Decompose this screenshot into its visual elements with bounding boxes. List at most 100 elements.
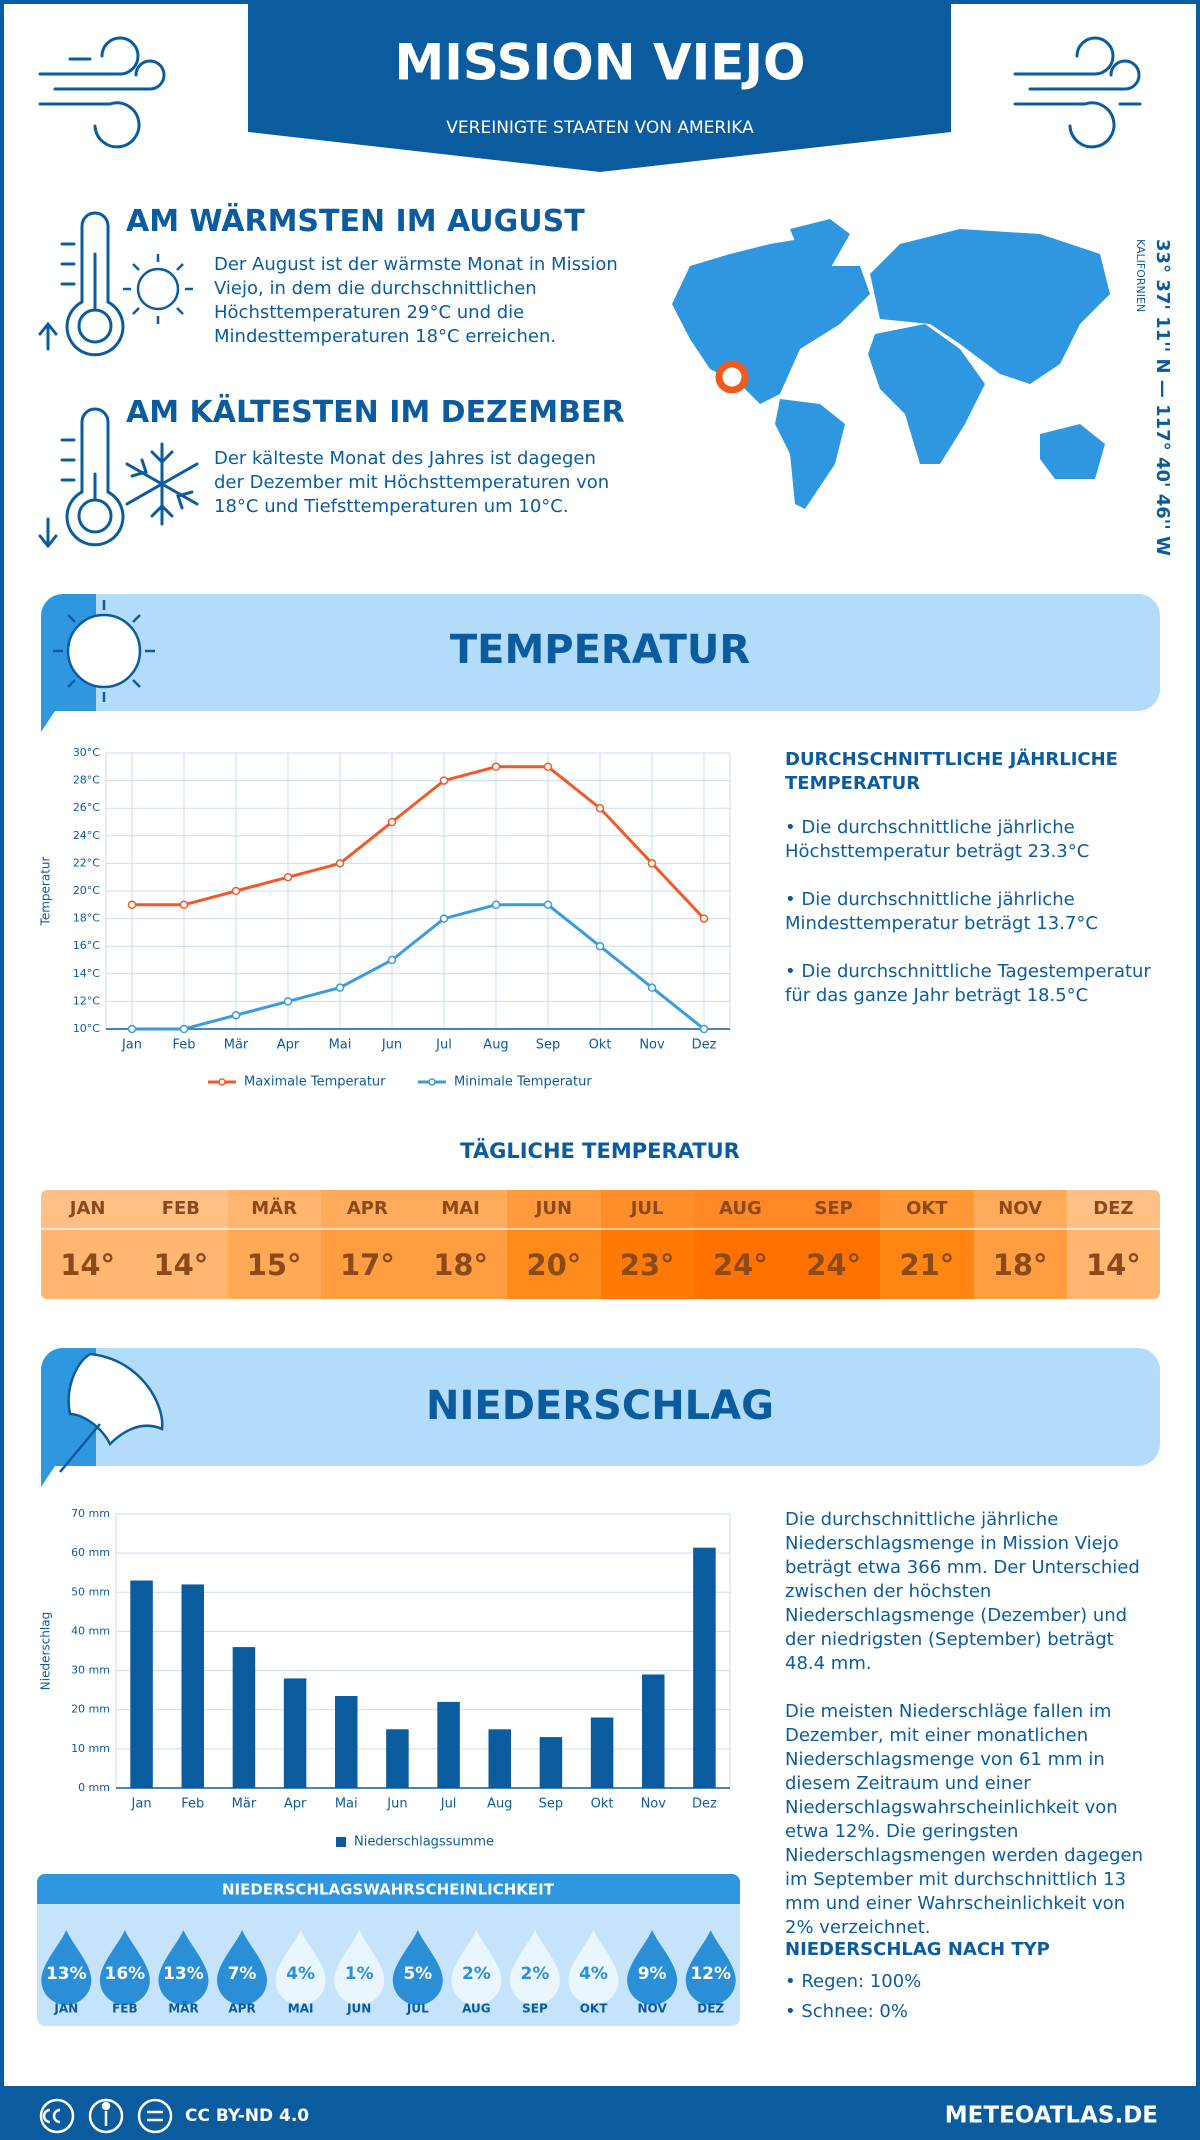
site-name: METEOATLAS.DE xyxy=(945,2103,1158,2129)
point xyxy=(439,776,449,785)
daily-value: 21° xyxy=(899,1247,955,1282)
point xyxy=(127,1024,137,1034)
x-tick-label: Okt xyxy=(589,1038,612,1053)
x-tick-label: Dez xyxy=(692,1038,717,1053)
coldest-title: AM KÄLTESTEN IM DEZEMBER xyxy=(126,395,625,430)
type-bullet: • Regen: 100% xyxy=(785,1971,922,1992)
daily-value: 17° xyxy=(339,1247,395,1282)
drop xyxy=(275,1930,326,2005)
x-tick-label: Nov xyxy=(639,1038,665,1053)
drop-month: FEB xyxy=(112,2002,138,2016)
month-label: JUL xyxy=(600,1190,694,1230)
daily-column: APR 17° xyxy=(320,1190,414,1299)
summary-bullet: • Die durchschnittliche jährliche Mindes… xyxy=(785,889,1098,934)
y-tick-label: 20 mm xyxy=(71,1703,110,1716)
x-tick-label: Mai xyxy=(329,1038,352,1053)
drop-month: DEZ xyxy=(697,2002,724,2016)
warmest-title: AM WÄRMSTEN IM AUGUST xyxy=(126,204,585,239)
drop-value: 4% xyxy=(579,1964,608,1984)
drop-value: 16% xyxy=(105,1964,146,1984)
bar xyxy=(590,1717,614,1788)
drop-value: 12% xyxy=(690,1964,731,1984)
x-tick-label: Nov xyxy=(641,1797,667,1812)
y-tick-label: 24°C xyxy=(73,829,100,842)
legend-label: Minimale Temperatur xyxy=(454,1075,592,1090)
month-label: JAN xyxy=(41,1190,135,1230)
section-title: NIEDERSCHLAG xyxy=(426,1383,774,1429)
month-label: OKT xyxy=(880,1190,974,1230)
drop xyxy=(685,1930,736,2005)
bar xyxy=(693,1547,716,1788)
daily-column: FEB 14° xyxy=(134,1190,228,1299)
x-tick-label: Jul xyxy=(440,1797,457,1812)
x-tick-label: Jan xyxy=(121,1038,142,1053)
footer-bar xyxy=(4,2086,1196,2140)
x-tick-label: Mär xyxy=(232,1797,257,1812)
drop-value: 1% xyxy=(345,1964,374,1984)
y-tick-label: 30 mm xyxy=(71,1664,110,1677)
y-axis-label: Niederschlag xyxy=(39,1612,53,1690)
daily-column: JUL 23° xyxy=(600,1190,694,1299)
drop-value: 2% xyxy=(462,1964,491,1984)
x-tick-label: Apr xyxy=(284,1797,307,1812)
month-label: MAI xyxy=(414,1190,508,1230)
drop-month: JUN xyxy=(346,2002,371,2016)
daily-value: 18° xyxy=(992,1247,1048,1282)
point xyxy=(439,914,449,923)
y-tick-label: 30°C xyxy=(73,746,100,759)
y-tick-label: 12°C xyxy=(73,994,100,1007)
drop xyxy=(99,1930,150,2005)
daily-value: 24° xyxy=(806,1247,862,1282)
world-map xyxy=(672,219,1110,509)
y-tick-label: 10°C xyxy=(73,1022,100,1035)
x-tick-label: Mär xyxy=(224,1038,249,1053)
point xyxy=(387,817,397,827)
x-tick-label: Mai xyxy=(335,1797,358,1812)
x-tick-label: Apr xyxy=(277,1038,300,1053)
month-label: AUG xyxy=(693,1190,787,1230)
y-axis-label: Temperatur xyxy=(39,856,53,926)
month-label: NOV xyxy=(973,1190,1067,1230)
bar xyxy=(539,1737,563,1788)
legend-dot xyxy=(218,1078,226,1086)
legend-label: Maximale Temperatur xyxy=(244,1075,386,1090)
daily-column: DEZ 14° xyxy=(1066,1190,1160,1299)
drop-value: 4% xyxy=(286,1964,315,1984)
daily-column: JUN 20° xyxy=(507,1190,601,1299)
month-label: FEB xyxy=(134,1190,228,1230)
month-label: JUN xyxy=(507,1190,601,1230)
daily-column: MAI 18° xyxy=(414,1190,508,1299)
sun-icon xyxy=(123,254,193,324)
drop-value: 13% xyxy=(163,1964,204,1984)
drop-month: APR xyxy=(228,2002,255,2016)
summary-bullet: • Die durchschnittliche Tagestemperatur … xyxy=(785,961,1151,1006)
point xyxy=(283,872,293,882)
daily-column: MÄR 15° xyxy=(227,1190,321,1299)
drop xyxy=(217,1930,268,2005)
license-icons xyxy=(39,2098,173,2134)
precipitation-text: Die durchschnittliche jährliche Niedersc… xyxy=(785,1508,1155,1964)
coordinates: 33° 37' 11'' N — 117° 40' 46'' W xyxy=(1152,239,1173,556)
daily-value: 24° xyxy=(712,1247,768,1282)
summary-list: • Die durchschnittliche jährliche Höchst… xyxy=(785,816,1160,1032)
drop-month: JUL xyxy=(406,2002,429,2016)
month-label: DEZ xyxy=(1066,1190,1160,1230)
drop xyxy=(392,1930,443,2005)
city-title: MISSION VIEJO xyxy=(394,34,805,92)
coldest-text: Der kälteste Monat des Jahres ist dagege… xyxy=(214,448,610,517)
drop xyxy=(451,1930,502,2005)
umbrella-icon xyxy=(59,1352,164,1473)
bar xyxy=(386,1729,409,1788)
legend-dot xyxy=(428,1078,436,1086)
drop-month: AUG xyxy=(462,2002,491,2016)
month-label: MÄR xyxy=(227,1190,321,1230)
drop xyxy=(568,1930,619,2005)
x-tick-label: Jun xyxy=(386,1797,407,1812)
y-tick-label: 26°C xyxy=(73,801,100,814)
x-tick-label: Sep xyxy=(536,1038,561,1053)
point xyxy=(231,1010,241,1020)
snowflake-icon xyxy=(125,442,199,526)
x-tick-label: Jul xyxy=(435,1038,452,1053)
probability-box xyxy=(37,1874,740,2026)
